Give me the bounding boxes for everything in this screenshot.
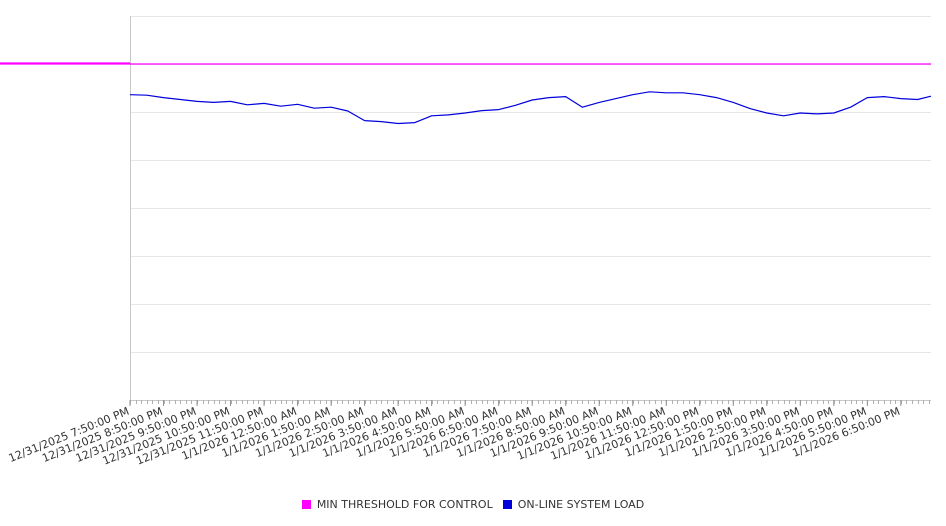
legend-item-system-load[interactable]: ON-LINE SYSTEM LOAD [502,498,645,511]
legend-label-system-load: ON-LINE SYSTEM LOAD [517,498,645,511]
chart-legend: MIN THRESHOLD FOR CONTROL ON-LINE SYSTEM… [0,498,946,511]
legend-swatch-system-load [502,500,512,509]
legend-item-threshold[interactable]: MIN THRESHOLD FOR CONTROL [301,498,493,511]
legend-swatch-threshold [301,500,311,509]
legend-label-threshold: MIN THRESHOLD FOR CONTROL [316,498,493,511]
series-line-system-load [129,91,932,125]
series-line-min-threshold [0,62,931,65]
